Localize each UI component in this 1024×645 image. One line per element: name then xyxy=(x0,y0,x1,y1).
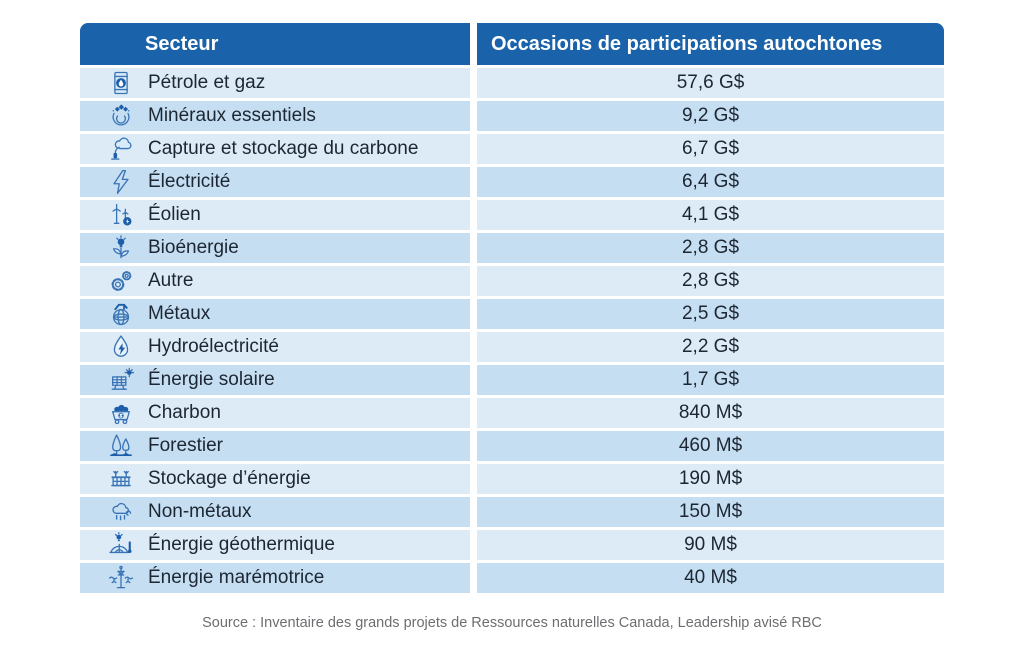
sector-label: Énergie solaire xyxy=(148,369,275,390)
table-row-sector-cell: Non-métaux xyxy=(80,497,470,527)
sector-label: Non-métaux xyxy=(148,501,252,522)
sector-label: Forestier xyxy=(148,435,223,456)
electricity-icon xyxy=(107,168,135,196)
table-row-sector-cell: Stockage d’énergie xyxy=(80,464,470,494)
carbon-capture-icon xyxy=(107,135,135,163)
table-row-sector-cell: Bioénergie xyxy=(80,233,470,263)
sector-table-grid: Secteur Occasions de participations auto… xyxy=(80,23,944,593)
table-row-value-cell: 6,4 G$ xyxy=(477,167,944,197)
bioenergy-icon xyxy=(107,234,135,262)
hydroelectricity-icon xyxy=(107,333,135,361)
wind-turbine-icon xyxy=(107,201,135,229)
table-row-sector-cell: Énergie géothermique xyxy=(80,530,470,560)
table-row-value-cell: 2,5 G$ xyxy=(477,299,944,329)
critical-minerals-icon xyxy=(107,102,135,130)
table-row-value-cell: 190 M$ xyxy=(477,464,944,494)
oil-and-gas-icon xyxy=(107,69,135,97)
table-row-value-cell: 4,1 G$ xyxy=(477,200,944,230)
table-row-sector-cell: Pétrole et gaz xyxy=(80,68,470,98)
forestry-icon xyxy=(107,432,135,460)
sector-label: Électricité xyxy=(148,171,231,192)
table-row-value-cell: 460 M$ xyxy=(477,431,944,461)
table-row-sector-cell: Forestier xyxy=(80,431,470,461)
table-row-value-cell: 40 M$ xyxy=(477,563,944,593)
table-row-sector-cell: Hydroélectricité xyxy=(80,332,470,362)
table-row-sector-cell: Métaux xyxy=(80,299,470,329)
metals-globe-icon xyxy=(107,300,135,328)
sector-label: Autre xyxy=(148,270,194,291)
gears-icon xyxy=(107,267,135,295)
tidal-energy-icon xyxy=(107,564,135,592)
table-row-sector-cell: Autre xyxy=(80,266,470,296)
column-header-value: Occasions de participations autochtones xyxy=(477,23,944,65)
sector-table: Secteur Occasions de participations auto… xyxy=(80,23,944,593)
sector-label: Métaux xyxy=(148,303,211,324)
sector-label: Bioénergie xyxy=(148,237,239,258)
table-row-sector-cell: Charbon xyxy=(80,398,470,428)
table-row-value-cell: 2,8 G$ xyxy=(477,233,944,263)
sector-label: Énergie marémotrice xyxy=(148,567,325,588)
geothermal-icon xyxy=(107,531,135,559)
sector-label: Stockage d’énergie xyxy=(148,468,311,489)
table-row-sector-cell: Capture et stockage du carbone xyxy=(80,134,470,164)
sector-label: Minéraux essentiels xyxy=(148,105,316,126)
table-row-sector-cell: Énergie marémotrice xyxy=(80,563,470,593)
sector-label: Capture et stockage du carbone xyxy=(148,138,419,159)
table-row-value-cell: 2,8 G$ xyxy=(477,266,944,296)
table-row-value-cell: 840 M$ xyxy=(477,398,944,428)
solar-panel-icon xyxy=(107,366,135,394)
sector-label: Pétrole et gaz xyxy=(148,72,266,93)
table-row-sector-cell: Électricité xyxy=(80,167,470,197)
non-metals-icon xyxy=(107,498,135,526)
table-row-value-cell: 1,7 G$ xyxy=(477,365,944,395)
table-row-value-cell: 57,6 G$ xyxy=(477,68,944,98)
sector-label: Hydroélectricité xyxy=(148,336,279,357)
table-row-value-cell: 6,7 G$ xyxy=(477,134,944,164)
sector-label: Éolien xyxy=(148,204,201,225)
energy-storage-icon xyxy=(107,465,135,493)
table-row-value-cell: 150 M$ xyxy=(477,497,944,527)
table-row-value-cell: 9,2 G$ xyxy=(477,101,944,131)
table-row-value-cell: 2,2 G$ xyxy=(477,332,944,362)
column-header-sector: Secteur xyxy=(80,23,470,65)
coal-cart-icon xyxy=(107,399,135,427)
sector-label: Énergie géothermique xyxy=(148,534,335,555)
table-row-sector-cell: Éolien xyxy=(80,200,470,230)
sector-label: Charbon xyxy=(148,402,221,423)
table-row-value-cell: 90 M$ xyxy=(477,530,944,560)
table-row-sector-cell: Énergie solaire xyxy=(80,365,470,395)
source-note: Source : Inventaire des grands projets d… xyxy=(202,615,822,631)
table-row-sector-cell: Minéraux essentiels xyxy=(80,101,470,131)
